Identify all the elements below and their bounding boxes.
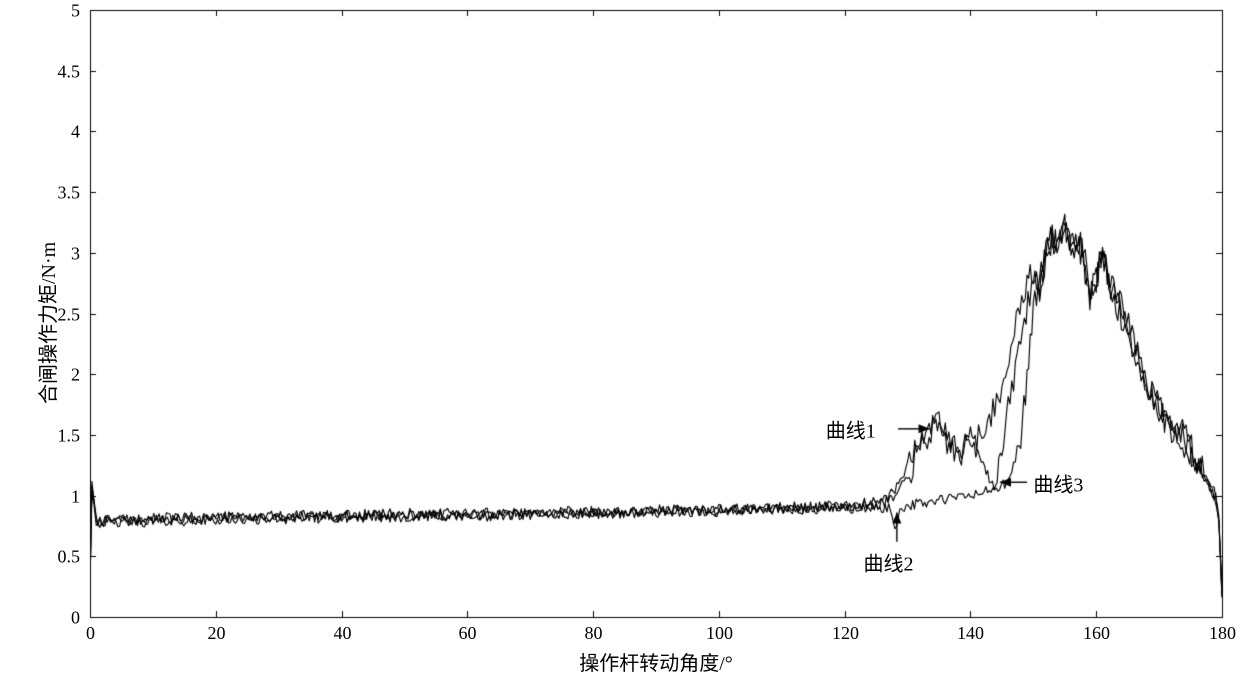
x-tick-label: 100 — [706, 623, 733, 644]
y-tick-label: 1 — [71, 486, 80, 507]
y-tick-label: 5 — [71, 0, 80, 21]
series-annotation: 曲线1 — [826, 414, 876, 443]
x-tick-label: 0 — [86, 623, 95, 644]
y-tick-label: 4.5 — [58, 61, 81, 82]
x-tick-label: 80 — [585, 623, 603, 644]
y-tick-label: 2 — [71, 364, 80, 385]
y-tick-label: 1.5 — [58, 425, 81, 446]
y-tick-label: 0 — [71, 607, 80, 628]
y-tick-label: 4 — [71, 121, 80, 142]
x-tick-label: 40 — [334, 623, 352, 644]
y-tick-label: 2.5 — [58, 304, 81, 325]
x-axis-label: 操作杆转动角度/° — [579, 647, 733, 676]
x-tick-label: 120 — [832, 623, 859, 644]
y-tick-label: 0.5 — [58, 546, 81, 567]
chart-canvas — [0, 0, 1240, 675]
series-annotation: 曲线2 — [864, 548, 914, 577]
x-tick-label: 60 — [459, 623, 477, 644]
y-tick-label: 3.5 — [58, 182, 81, 203]
x-tick-label: 20 — [208, 623, 226, 644]
y-tick-label: 3 — [71, 243, 80, 264]
x-tick-label: 160 — [1083, 623, 1110, 644]
series-annotation: 曲线3 — [1033, 469, 1083, 498]
chart-container: 合闸操作力矩/N·m 操作杆转动角度/° 0204060801001201401… — [0, 0, 1240, 675]
x-tick-label: 180 — [1209, 623, 1236, 644]
x-tick-label: 140 — [957, 623, 984, 644]
